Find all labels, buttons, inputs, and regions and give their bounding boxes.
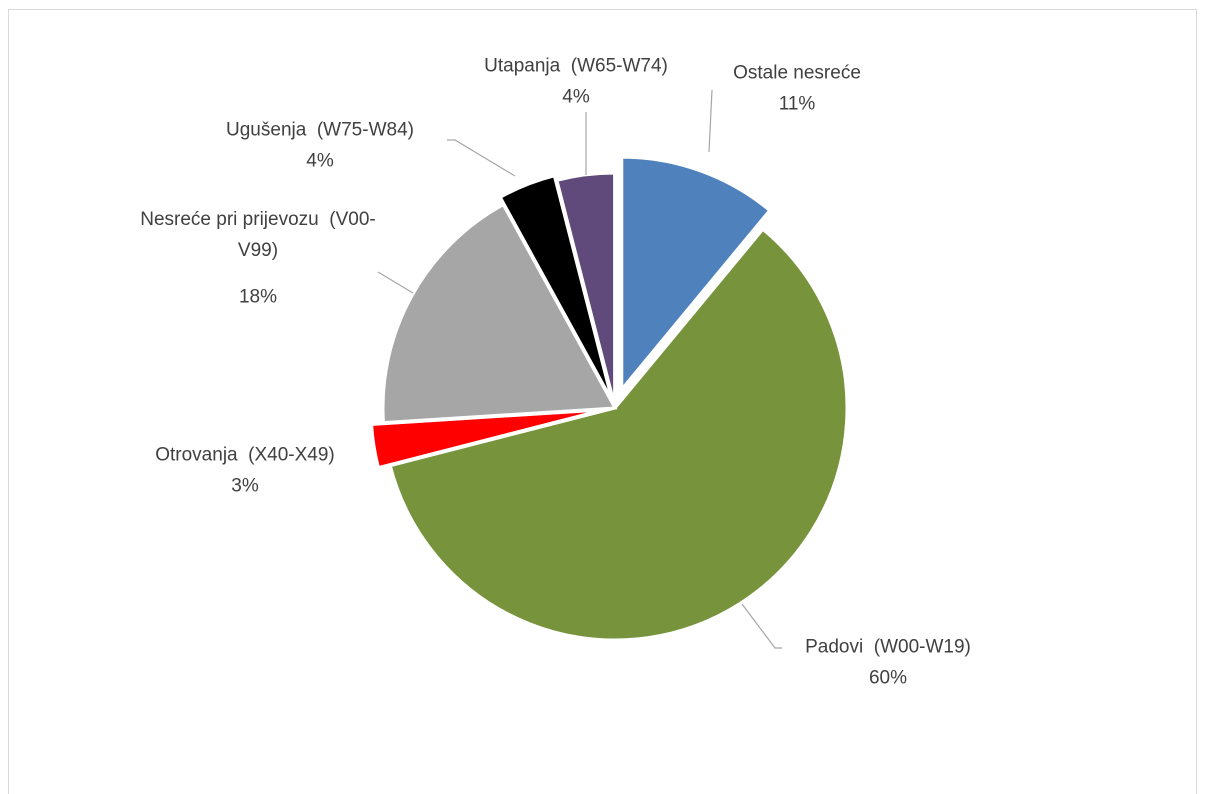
leader-line [447, 139, 516, 177]
slice-label: Nesreće pri prijevozu (V00-V99) [140, 208, 376, 261]
leader-line [377, 271, 414, 294]
slice-value-label: 3% [231, 475, 259, 497]
slice-label: Ugušenja (W75-W84) [226, 119, 414, 141]
pie-slice [620, 155, 772, 394]
pie-slice [498, 174, 614, 402]
slice-value-label: 18% [238, 286, 278, 307]
leader-line [708, 89, 713, 153]
slice-value-label: 4% [306, 150, 334, 172]
slice-label: Padovi (W00-W19) [805, 636, 971, 658]
chart-border [8, 9, 1197, 794]
slice-label: Ostale nesreće [733, 62, 861, 84]
pie-slice [381, 202, 618, 425]
slice-value-label: 4% [562, 86, 590, 108]
leader-line [741, 603, 782, 649]
slice-value-label: 11% [778, 93, 816, 115]
pie-slice [388, 227, 849, 642]
slice-label: Otrovanja (X40-X49) [155, 444, 335, 466]
slice-label: Utapanja (W65-W74) [484, 55, 668, 77]
slice-value-label: 60% [868, 667, 908, 689]
pie-slice [370, 408, 604, 470]
